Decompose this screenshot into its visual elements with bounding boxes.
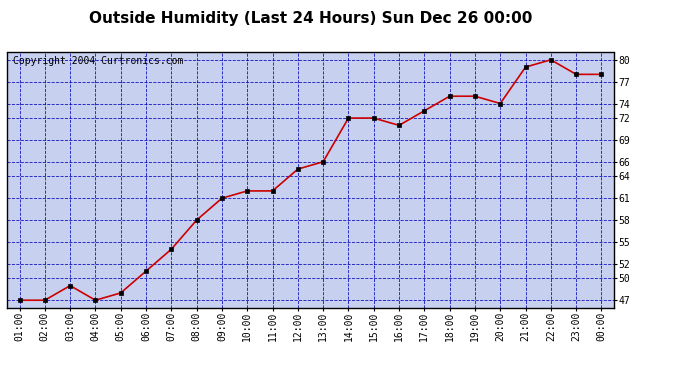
Text: Outside Humidity (Last 24 Hours) Sun Dec 26 00:00: Outside Humidity (Last 24 Hours) Sun Dec… [89, 11, 532, 26]
Text: Copyright 2004 Curtronics.com: Copyright 2004 Curtronics.com [13, 56, 184, 66]
